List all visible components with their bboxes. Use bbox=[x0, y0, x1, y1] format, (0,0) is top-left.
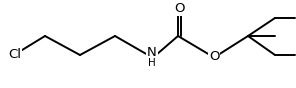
Text: N: N bbox=[147, 45, 157, 59]
Text: O: O bbox=[174, 2, 185, 15]
Text: H: H bbox=[148, 58, 156, 68]
Text: Cl: Cl bbox=[8, 48, 21, 62]
Text: O: O bbox=[209, 49, 219, 62]
